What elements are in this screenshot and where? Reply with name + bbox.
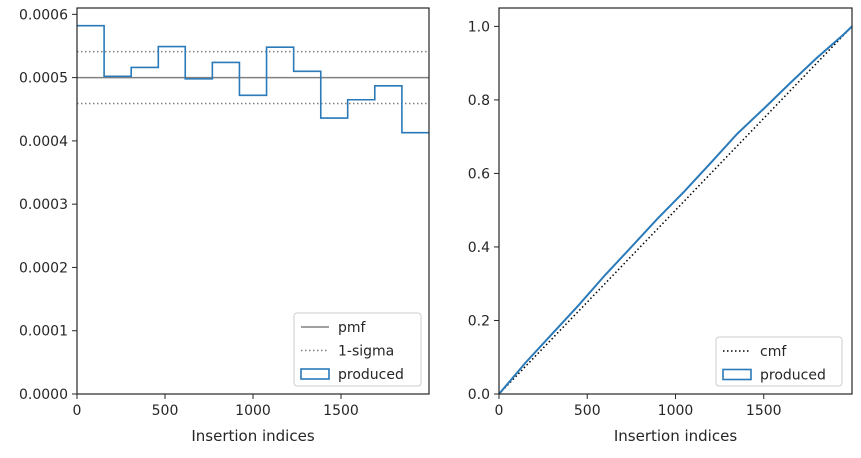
legend-box — [293, 312, 422, 387]
y-tick-label: 0.6 — [468, 166, 490, 182]
legend: pmf 1-sigma produced — [293, 312, 422, 387]
y-tick-label: 0.4 — [468, 240, 490, 256]
x-tick-label: 1500 — [323, 403, 359, 419]
legend-swatch-produced — [722, 368, 752, 381]
y-tick-label: 0.0002 — [19, 260, 68, 276]
legend-label: produced — [760, 368, 826, 384]
y-tick-label: 0.2 — [468, 313, 490, 329]
y-tick-label: 0.0004 — [19, 134, 68, 150]
y-tick-label: 0.0003 — [19, 197, 68, 213]
produced-cdf-line — [498, 25, 853, 395]
legend-box — [715, 336, 843, 387]
x-tick-label: 500 — [574, 403, 601, 419]
x-tick-label: 1500 — [746, 403, 782, 419]
legend-label: 1-sigma — [338, 344, 394, 360]
y-tick-label: 0.8 — [468, 93, 490, 109]
produced-histogram-step — [77, 24, 429, 134]
y-tick-label: 1.0 — [468, 19, 490, 35]
x-tick-label: 0 — [73, 403, 82, 419]
x-tick-label: 500 — [152, 403, 179, 419]
legend-label: cmf — [760, 344, 787, 360]
y-tick-label: 0.0000 — [19, 387, 68, 403]
legend-label: produced — [338, 367, 404, 383]
x-tick-label: 1000 — [235, 403, 271, 419]
left-chart-panel: 0.0000 0.0001 0.0002 0.0003 0.0004 0.0005 0.00… — [19, 7, 430, 445]
right-chart-panel: 0.0 0.2 0.4 0.6 0.8 1.0 0 500 1000 1500 Insertion … — [468, 7, 853, 445]
y-tick-label: 0.0006 — [19, 7, 68, 23]
x-axis-label: Insertion indices — [191, 427, 314, 445]
x-tick-label: 1000 — [658, 403, 694, 419]
y-tick-label: 0.0005 — [19, 71, 68, 87]
legend-swatch-produced — [300, 368, 330, 380]
y-tick-label: 0.0001 — [19, 324, 68, 340]
y-tick-label: 0.0 — [468, 387, 490, 403]
legend: cmf produced — [715, 336, 843, 387]
x-axis-label: Insertion indices — [614, 427, 737, 445]
x-tick-label: 0 — [495, 403, 504, 419]
legend-label: pmf — [338, 320, 367, 336]
cmf-line — [498, 25, 853, 395]
